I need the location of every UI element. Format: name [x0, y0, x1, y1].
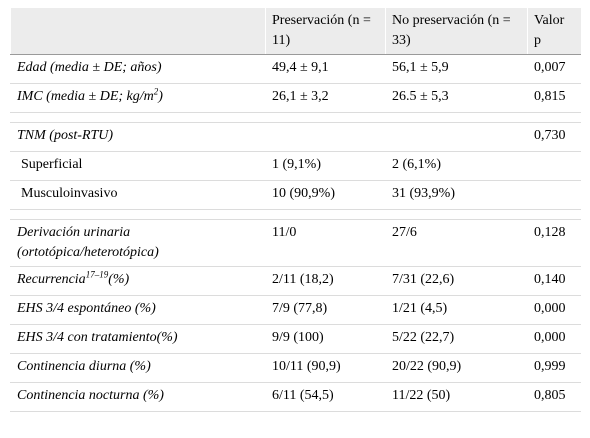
- label-text: Derivación urinaria (ortotópica/heterotó…: [17, 225, 159, 260]
- cell: 0,140: [527, 266, 581, 296]
- spacer-cell: [10, 209, 581, 220]
- sub-row: Superficial 1 (9,1%) 2 (6,1%): [10, 151, 581, 181]
- row-label: EHS 3/4 con tratamiento(%): [10, 324, 266, 354]
- cell: 0,007: [527, 54, 581, 84]
- cell: [527, 180, 581, 210]
- data-table: Preservación (n = 11) No preservación (n …: [10, 8, 581, 412]
- cell: 0,000: [527, 324, 581, 354]
- row-label: EHS 3/4 espontáneo (%): [10, 295, 266, 325]
- sub-label: Superficial: [10, 151, 266, 181]
- cell: 0,805: [527, 382, 581, 412]
- cell: 2 (6,1%): [385, 151, 528, 181]
- cell: 26,1 ± 3,2: [265, 83, 386, 113]
- row: EHS 3/4 con tratamiento(%) 9/9 (100) 5/22 …: [10, 324, 581, 354]
- label-after: ): [158, 89, 163, 104]
- cell: 11/22 (50): [385, 382, 528, 412]
- row-label: IMC (media ± DE; kg/m2): [10, 83, 266, 113]
- row-label: Continencia diurna (%): [10, 353, 266, 383]
- label-text: Continencia nocturna (%): [17, 388, 164, 403]
- label-text: EHS 3/4 espontáneo (%): [17, 301, 156, 316]
- row: Edad (media ± DE; años) 49,4 ± 9,1 56,1 ± …: [10, 54, 581, 84]
- spacer-row: [10, 209, 581, 220]
- row-label: Edad (media ± DE; años): [10, 54, 266, 84]
- cell: 2/11 (18,2): [265, 266, 386, 296]
- cell: [527, 151, 581, 181]
- row: Continencia nocturna (%) 6/11 (54,5) 11/22…: [10, 382, 581, 412]
- cell: 49,4 ± 9,1: [265, 54, 386, 84]
- label-text: IMC (media ± DE; kg/m: [17, 89, 154, 104]
- cell: 6/11 (54,5): [265, 382, 386, 412]
- row: TNM (post-RTU) 0,730: [10, 122, 581, 152]
- label-text: Continencia diurna (%): [17, 359, 151, 374]
- label-text: EHS 3/4 con tratamiento(%): [17, 330, 178, 345]
- header-cell: Preservación (n = 11): [265, 8, 386, 55]
- header-cell: [10, 8, 266, 55]
- cell: 0,000: [527, 295, 581, 325]
- label-after: (%): [108, 272, 130, 287]
- cell: 10/11 (90,9): [265, 353, 386, 383]
- cell: 7/9 (77,8): [265, 295, 386, 325]
- row: EHS 3/4 espontáneo (%) 7/9 (77,8) 1/21 (4,…: [10, 295, 581, 325]
- cell: 10 (90,9%): [265, 180, 386, 210]
- cell: 7/31 (22,6): [385, 266, 528, 296]
- label-text: TNM (post-RTU): [17, 128, 114, 143]
- cell: 11/0: [265, 219, 386, 267]
- row-label: Continencia nocturna (%): [10, 382, 266, 412]
- cell: [265, 122, 386, 152]
- spacer-cell: [10, 112, 581, 123]
- cell: 9/9 (100): [265, 324, 386, 354]
- header-cell: Valor p: [527, 8, 581, 55]
- label-sup: 2: [153, 86, 159, 97]
- row: IMC (media ± DE; kg/m2) 26,1 ± 3,2 26.5 ± …: [10, 83, 581, 113]
- row: Recurrencia17–19(%) 2/11 (18,2) 7/31 (22,6…: [10, 266, 581, 296]
- table-body: Preservación (n = 11) No preservación (n …: [10, 8, 581, 412]
- row: Derivación urinaria (ortotópica/heterotó…: [10, 219, 581, 267]
- cell: [385, 122, 528, 152]
- cell: 5/22 (22,7): [385, 324, 528, 354]
- cell: 0,999: [527, 353, 581, 383]
- row-label: Recurrencia17–19(%): [10, 266, 266, 296]
- label-sup: 17–19: [85, 269, 109, 280]
- header-row: Preservación (n = 11) No preservación (n …: [10, 8, 581, 55]
- cell: 56,1 ± 5,9: [385, 54, 528, 84]
- cell: 31 (93,9%): [385, 180, 528, 210]
- row: Continencia diurna (%) 10/11 (90,9) 20/22 …: [10, 353, 581, 383]
- spacer-row: [10, 112, 581, 123]
- cell: 27/6: [385, 219, 528, 267]
- sub-row: Musculoinvasivo 10 (90,9%) 31 (93,9%): [10, 180, 581, 210]
- row-label: TNM (post-RTU): [10, 122, 266, 152]
- cell: 0,730: [527, 122, 581, 152]
- header-cell: No preservación (n = 33): [385, 8, 528, 55]
- cell: 1/21 (4,5): [385, 295, 528, 325]
- cell: 0,128: [527, 219, 581, 267]
- cell: 26.5 ± 5,3: [385, 83, 528, 113]
- label-text: Recurrencia: [17, 272, 86, 287]
- cell: 20/22 (90,9): [385, 353, 528, 383]
- row-label: Derivación urinaria (ortotópica/heterotó…: [10, 219, 266, 267]
- label-text: Edad (media ± DE; años): [17, 60, 162, 75]
- cell: 0,815: [527, 83, 581, 113]
- cell: 1 (9,1%): [265, 151, 386, 181]
- sub-label: Musculoinvasivo: [10, 180, 266, 210]
